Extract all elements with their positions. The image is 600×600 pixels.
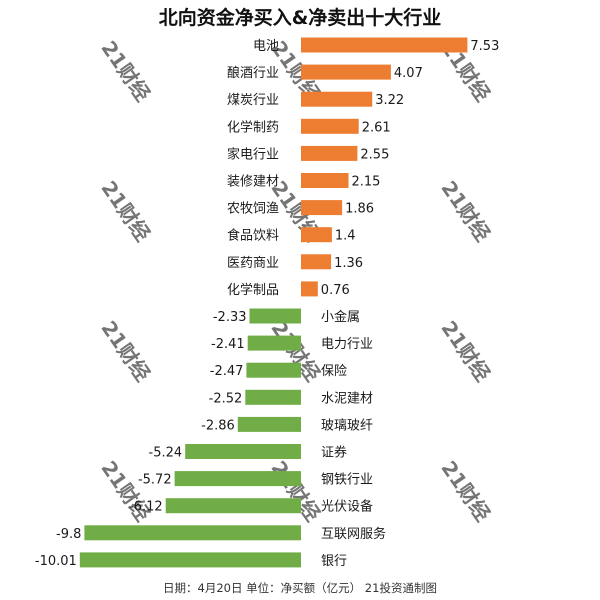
bar-18 <box>165 498 301 514</box>
bar-13 <box>246 362 301 378</box>
watermark-text: 21财经 <box>96 176 155 245</box>
bar-4 <box>301 118 359 134</box>
category-label: 银行 <box>321 554 347 569</box>
labels-layer: 电池 7.53 酿酒行业 4.07 煤炭行业 3.22 化学制药 2.61 家电行业 2.55 装修… <box>35 39 499 569</box>
bar-6 <box>301 173 349 188</box>
category-label: 装修建材 <box>227 175 279 190</box>
category-label: 小金属 <box>321 309 360 325</box>
bar-15 <box>237 416 301 432</box>
value-label: 1.86 <box>345 202 374 217</box>
chart-title: 北向资金净买入&净卖出十大行业 <box>158 7 442 29</box>
category-label: 煤炭行业 <box>227 93 279 108</box>
bar-7 <box>301 200 343 216</box>
value-label: 1.36 <box>334 256 363 271</box>
value-label: 3.22 <box>375 93 404 108</box>
bar-9 <box>301 254 332 270</box>
bar-20 <box>79 552 301 568</box>
value-label: 4.07 <box>394 66 423 81</box>
chart-footer: 日期：4月20日 单位：净买额（亿元） 21投资通制图 <box>163 581 437 595</box>
bar-14 <box>245 389 301 405</box>
bars-layer <box>79 37 468 568</box>
value-label: -2.47 <box>210 364 244 379</box>
bar-12 <box>247 335 301 351</box>
value-label: 0.76 <box>321 283 350 298</box>
category-label: 钢铁行业 <box>321 473 373 488</box>
bar-11 <box>249 308 301 324</box>
value-label: -2.33 <box>213 310 247 325</box>
category-label: 酿酒行业 <box>227 65 279 81</box>
category-label: 医药商业 <box>227 256 279 271</box>
bar-16 <box>185 444 301 459</box>
value-label: 2.55 <box>360 147 389 162</box>
category-label: 水泥建材 <box>321 391 373 406</box>
watermark-text: 21财经 <box>436 316 495 385</box>
category-label: 光伏设备 <box>321 499 373 515</box>
bar-10 <box>301 281 318 297</box>
value-label: -5.24 <box>149 446 183 461</box>
value-label: 2.61 <box>362 120 391 135</box>
value-label: 1.4 <box>335 229 356 244</box>
watermark-text: 21财经 <box>96 36 155 105</box>
category-label: 电力行业 <box>321 337 373 352</box>
value-label: -2.86 <box>201 418 235 433</box>
value-label: -2.41 <box>211 337 245 352</box>
category-label: 证券 <box>321 445 347 461</box>
value-label: -10.01 <box>35 554 77 569</box>
category-label: 玻璃玻纤 <box>321 418 373 433</box>
watermark-text: 21财经 <box>436 176 495 245</box>
category-label: 农牧饲渔 <box>227 202 279 217</box>
watermark-text: 21财经 <box>96 456 155 525</box>
bar-19 <box>84 525 302 541</box>
watermark-text: 21财经 <box>266 456 325 525</box>
value-label: -2.52 <box>209 391 243 406</box>
category-label: 化学制品 <box>227 282 279 298</box>
watermark-text: 21财经 <box>96 316 155 385</box>
bar-3 <box>301 91 373 107</box>
bar-1 <box>301 37 468 53</box>
category-label: 家电行业 <box>227 146 279 162</box>
bar-2 <box>301 64 391 80</box>
bar-8 <box>301 227 332 243</box>
bar-5 <box>301 145 358 161</box>
category-label: 电池 <box>253 39 279 54</box>
category-label: 互联网服务 <box>321 526 386 542</box>
value-label: 2.15 <box>352 175 381 190</box>
value-label: 7.53 <box>470 39 499 54</box>
bar-17 <box>174 471 301 487</box>
value-label: -6.12 <box>129 500 163 515</box>
value-label: -9.8 <box>56 527 81 542</box>
category-label: 化学制药 <box>227 119 279 135</box>
category-label: 保险 <box>321 364 347 379</box>
watermark-text: 21财经 <box>436 456 495 525</box>
value-label: -5.72 <box>138 473 172 488</box>
category-label: 食品饮料 <box>227 228 279 244</box>
